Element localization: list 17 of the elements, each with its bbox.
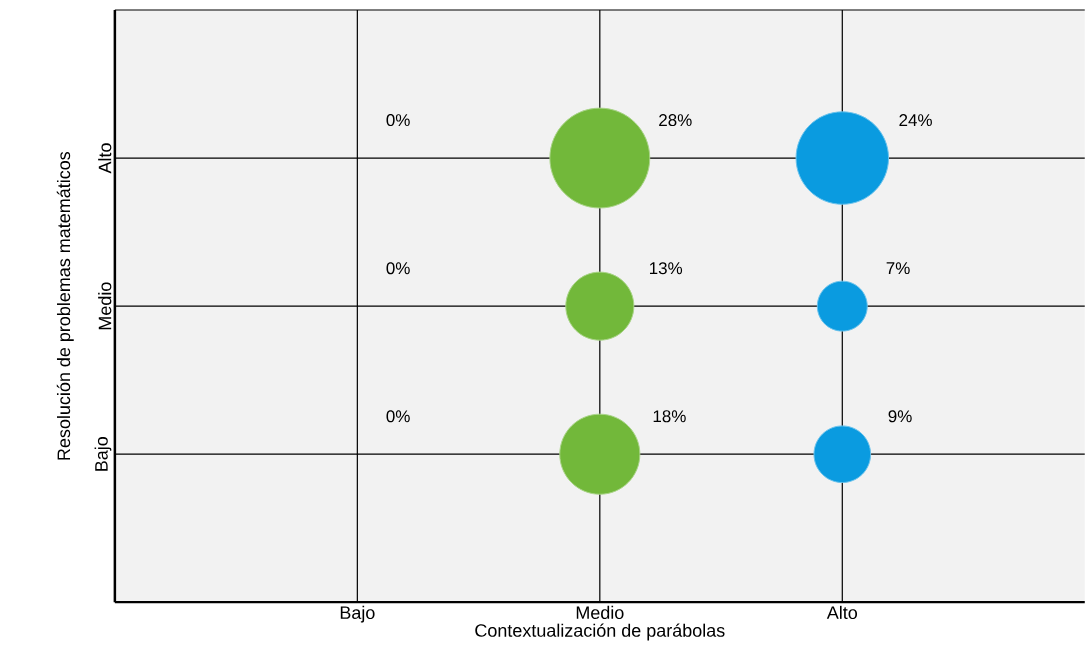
data-label: 18%	[653, 410, 686, 423]
category-label: Bajo	[340, 605, 375, 623]
data-label: 0%	[386, 262, 410, 275]
text: Bajo	[94, 436, 112, 471]
data-label: 9%	[888, 410, 912, 423]
category-label: Medio	[576, 605, 624, 619]
data-label: 0%	[386, 113, 410, 127]
category-label: Alto	[826, 605, 858, 619]
text: Alto	[98, 143, 112, 174]
text: Resolución de problemas matemáticos	[56, 151, 74, 460]
data-label: 7%	[886, 262, 910, 275]
data-label: 13%	[650, 262, 683, 275]
data-label: 28%	[659, 113, 692, 127]
data-label: 24%	[899, 114, 932, 126]
text: Contextualización de parábolas	[475, 623, 725, 641]
text: Medio	[98, 282, 112, 330]
data-label: 0%	[386, 410, 410, 423]
